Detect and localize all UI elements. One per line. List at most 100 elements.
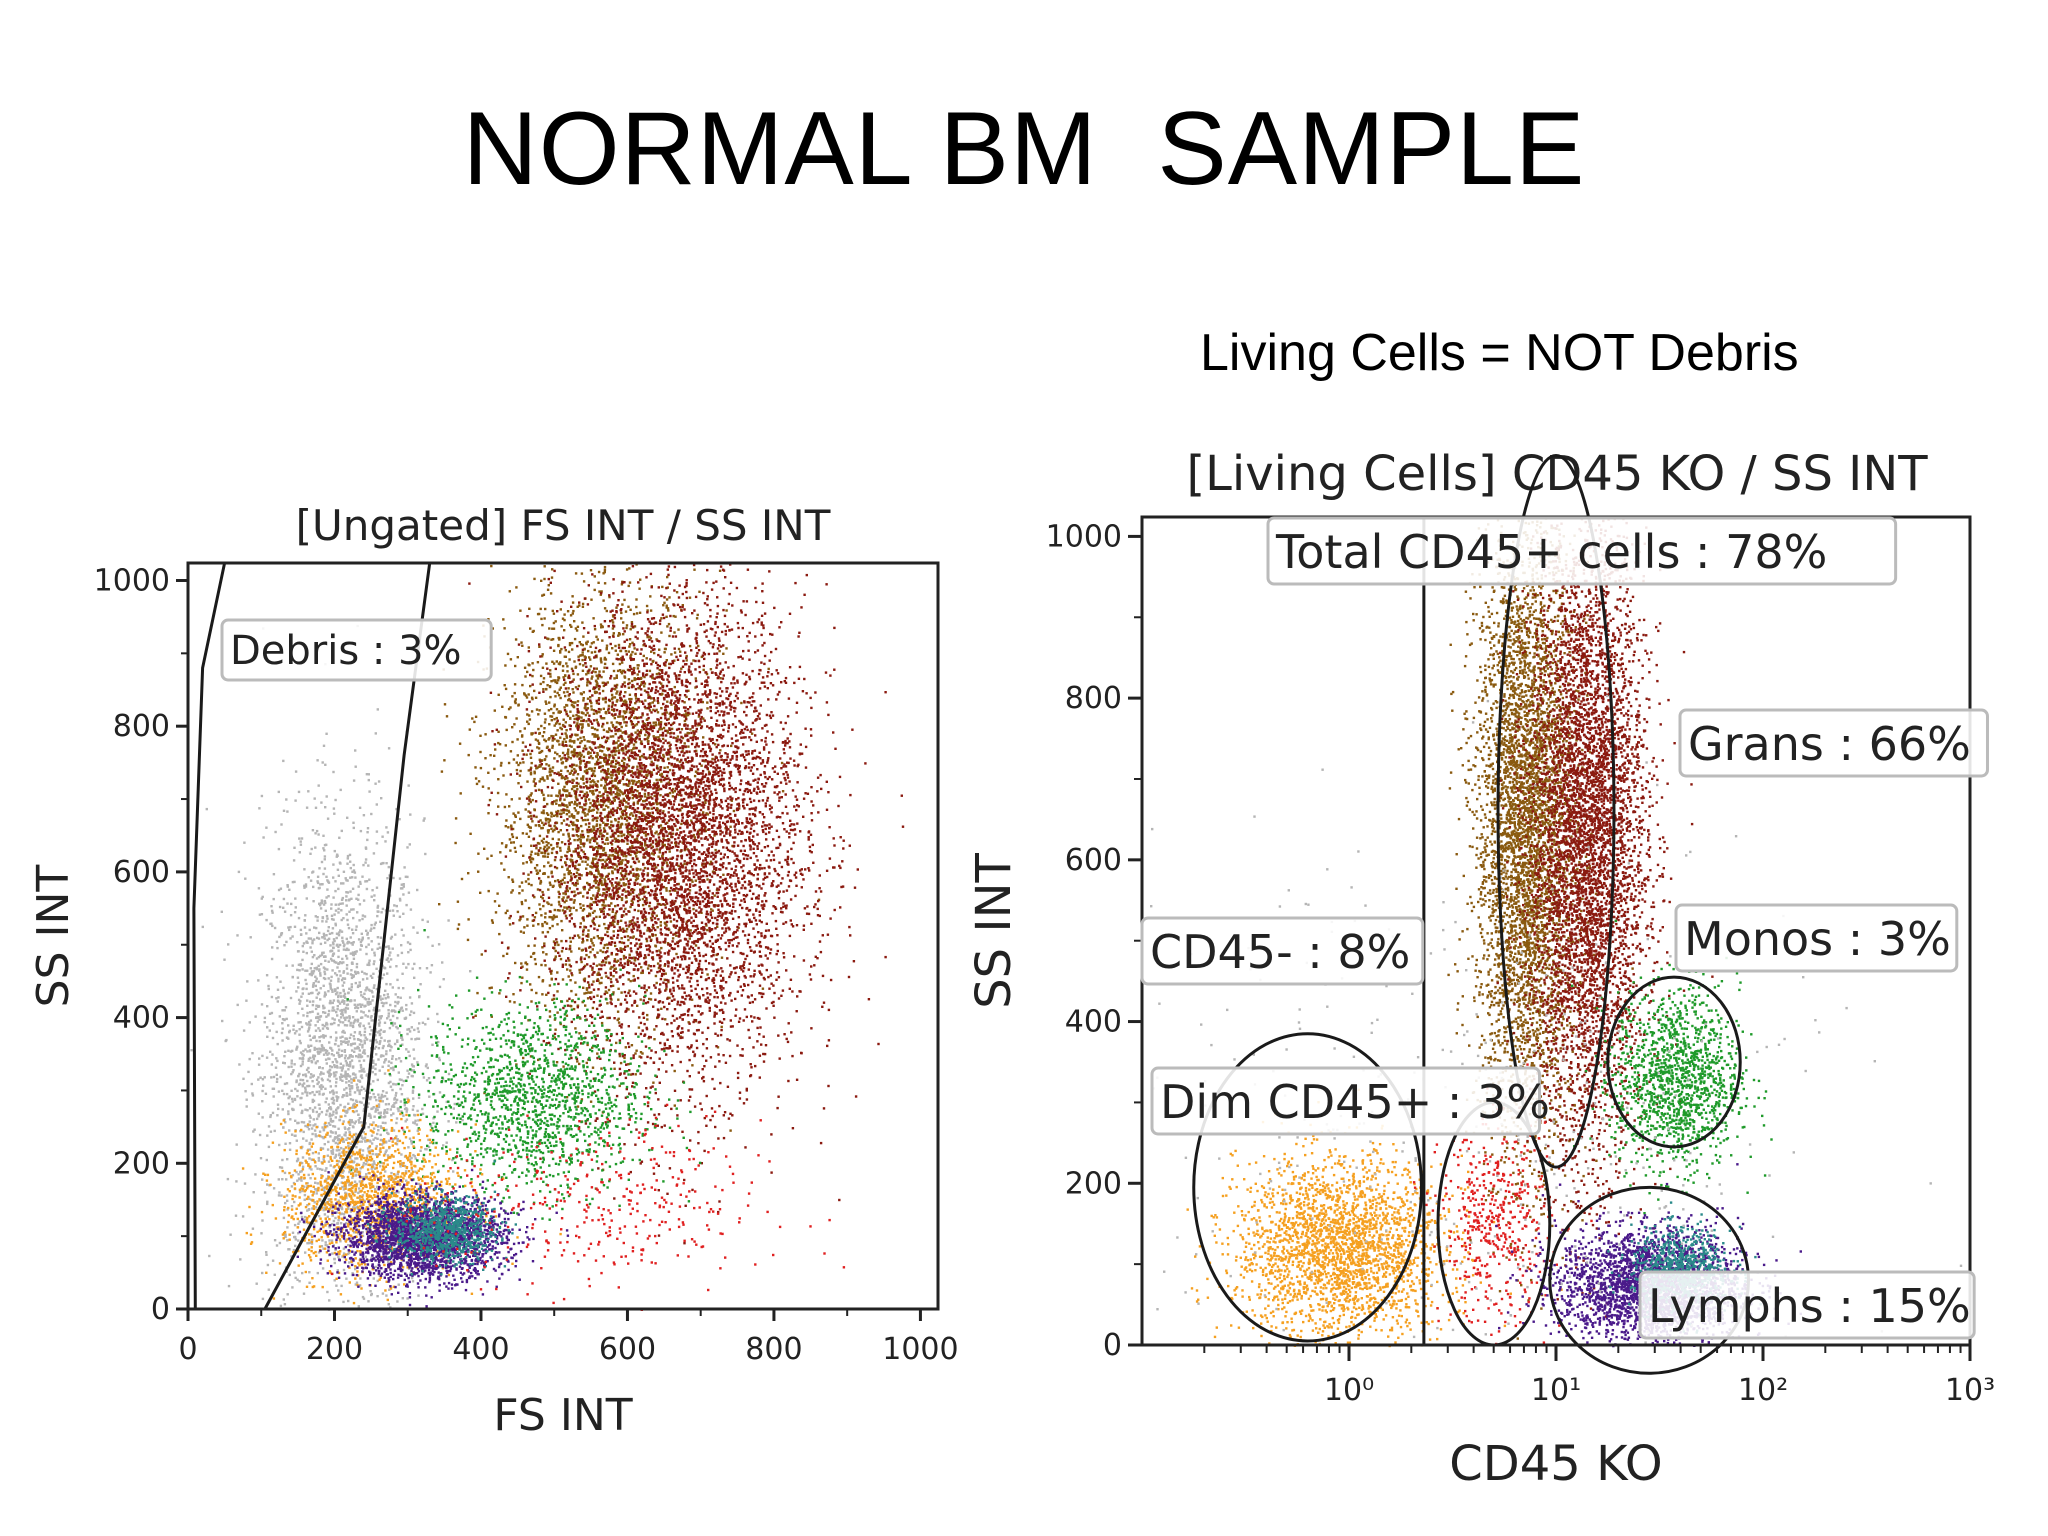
- event-point: [343, 1126, 347, 1129]
- event-point: [306, 1079, 309, 1083]
- event-point: [520, 981, 523, 985]
- event-point: [636, 1004, 639, 1007]
- event-point: [567, 809, 570, 813]
- event-point: [315, 977, 318, 980]
- event-point: [343, 1040, 346, 1043]
- event-point: [291, 1231, 295, 1234]
- event-point: [341, 936, 344, 939]
- event-point: [596, 811, 599, 814]
- event-point: [343, 1049, 347, 1052]
- event-point: [332, 876, 335, 879]
- event-point: [498, 992, 501, 995]
- event-point: [335, 1036, 338, 1040]
- event-point: [339, 1222, 343, 1225]
- event-point: [605, 991, 609, 994]
- event-point: [339, 1240, 342, 1243]
- event-point: [673, 932, 677, 936]
- event-point: [304, 1088, 307, 1091]
- event-point: [323, 1206, 326, 1209]
- event-point: [361, 1176, 364, 1179]
- event-point: [299, 1051, 303, 1054]
- event-point: [371, 889, 374, 892]
- event-point: [334, 1031, 338, 1034]
- event-point: [543, 779, 546, 782]
- event-point: [358, 1117, 361, 1120]
- event-point: [607, 988, 611, 992]
- event-point: [542, 793, 545, 797]
- event-point: [558, 791, 561, 794]
- event-point: [555, 915, 558, 918]
- event-point: [355, 1055, 358, 1058]
- event-point: [288, 1029, 291, 1033]
- event-point: [382, 1044, 385, 1048]
- event-point: [357, 1119, 360, 1122]
- event-point: [317, 1152, 320, 1155]
- event-point: [372, 852, 376, 855]
- event-point: [625, 819, 629, 822]
- event-point: [344, 1011, 347, 1014]
- event-point: [541, 821, 544, 824]
- event-point: [329, 1117, 332, 1121]
- event-point: [376, 1031, 379, 1034]
- event-point: [317, 833, 320, 836]
- event-point: [394, 1004, 397, 1008]
- event-point: [352, 1072, 355, 1075]
- event-point: [315, 1047, 319, 1051]
- event-point: [609, 967, 612, 970]
- event-point: [331, 990, 334, 993]
- event-point: [384, 989, 387, 992]
- event-point: [372, 1059, 375, 1062]
- event-point: [406, 1076, 409, 1079]
- event-point: [570, 875, 573, 878]
- event-point: [365, 1176, 368, 1180]
- event-point: [304, 1251, 307, 1254]
- event-point: [321, 1168, 324, 1171]
- event-point: [345, 964, 349, 967]
- event-point: [334, 1074, 337, 1077]
- event-point: [561, 865, 564, 869]
- event-point: [286, 810, 289, 813]
- event-point: [302, 1049, 305, 1053]
- event-point: [541, 922, 544, 926]
- event-point: [299, 928, 303, 932]
- event-point: [301, 1156, 305, 1159]
- event-point: [442, 1144, 445, 1147]
- event-point: [309, 1092, 312, 1095]
- event-point: [346, 972, 349, 975]
- event-point: [536, 888, 540, 891]
- event-point: [324, 1100, 327, 1104]
- event-point: [351, 962, 354, 965]
- event-point: [587, 724, 590, 727]
- event-point: [301, 968, 304, 971]
- event-point: [452, 1107, 455, 1110]
- event-point: [701, 864, 704, 867]
- event-point: [598, 791, 601, 794]
- event-point: [312, 1118, 315, 1121]
- event-point: [408, 996, 412, 999]
- event-point: [653, 699, 656, 702]
- event-point: [635, 855, 638, 858]
- event-point: [396, 1172, 399, 1175]
- event-point: [348, 853, 352, 857]
- event-point: [354, 1076, 358, 1079]
- event-point: [289, 925, 292, 929]
- event-point: [396, 1138, 399, 1141]
- event-point: [612, 714, 615, 717]
- event-point: [366, 1002, 369, 1005]
- event-point: [332, 1110, 335, 1113]
- event-point: [332, 946, 335, 950]
- event-point: [628, 567, 631, 570]
- event-point: [510, 824, 513, 827]
- event-point: [354, 1206, 357, 1210]
- event-point: [603, 666, 606, 669]
- slide-title: NORMAL BM SAMPLE: [0, 90, 2048, 209]
- event-point: [410, 1142, 413, 1145]
- event-point: [392, 1083, 395, 1086]
- event-point: [312, 1000, 315, 1003]
- event-point: [629, 834, 632, 837]
- event-point: [306, 1125, 309, 1129]
- event-point: [329, 987, 332, 990]
- event-point: [675, 952, 678, 956]
- event-point: [702, 717, 705, 720]
- event-point: [395, 1121, 398, 1125]
